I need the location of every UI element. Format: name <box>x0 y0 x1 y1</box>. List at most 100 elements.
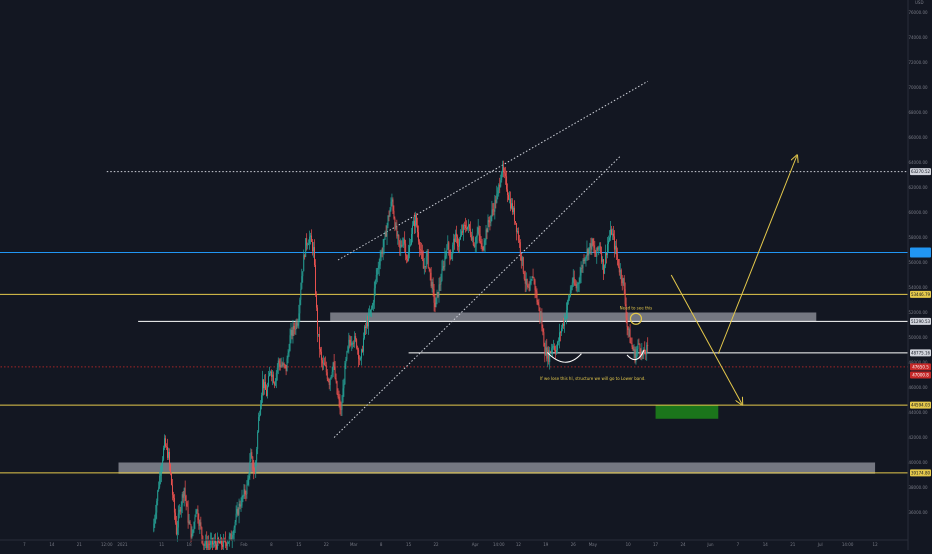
candle-body <box>388 215 390 217</box>
candle-body <box>243 489 245 496</box>
candle-body <box>459 239 461 247</box>
candle-body <box>518 240 520 243</box>
candle-body <box>238 503 240 515</box>
candle-body <box>155 512 157 519</box>
candle-body <box>463 225 464 233</box>
candle-body <box>469 228 471 235</box>
candle-body <box>178 509 180 514</box>
time-tick-label: 12 <box>516 542 522 547</box>
candle-body <box>424 266 426 268</box>
candle-body <box>204 544 206 546</box>
time-tick-label: 17 <box>653 542 659 547</box>
time-tick-label: 7 <box>23 542 26 547</box>
candle-body <box>554 346 556 350</box>
candle-body <box>156 501 158 513</box>
candle-body <box>400 244 402 249</box>
candle-body <box>295 322 297 330</box>
candle-body <box>300 288 302 300</box>
candle-body <box>421 251 423 260</box>
candle-body <box>259 414 261 417</box>
candle-body <box>327 378 329 382</box>
candle-body <box>417 232 419 242</box>
candle-body <box>246 484 248 495</box>
candle-body <box>331 371 333 376</box>
price-axis[interactable]: USD 76000.00 74000.00 72000.00 70000.00 6800… <box>907 0 932 550</box>
candle-body <box>158 487 160 491</box>
candle-body <box>605 253 607 266</box>
candle-body <box>571 282 573 288</box>
candle-body <box>213 543 215 545</box>
candle-body <box>637 343 639 349</box>
candle-body <box>281 365 283 366</box>
candle-body <box>472 237 474 246</box>
candle-body <box>268 376 269 387</box>
price-tick-label: 56000.00 <box>908 260 928 265</box>
candle-body <box>470 234 472 240</box>
candle-body <box>497 190 499 194</box>
candle-body <box>536 291 538 303</box>
time-tick-label: 15 <box>406 542 412 547</box>
time-tick-label: 12:00 <box>101 542 113 547</box>
candle-body <box>602 259 604 262</box>
time-axis[interactable]: 7 14 21 12:00 2021 11 18 25 Feb 8 15 22 Mar 8 15 22 Apr 1… <box>0 539 908 547</box>
candle-body <box>641 350 643 356</box>
candle-body <box>624 289 626 305</box>
candle-body <box>502 166 504 172</box>
price-tick-label: 66000.00 <box>908 135 928 140</box>
candle-body <box>457 236 459 247</box>
candle-body <box>332 362 334 372</box>
projection-down <box>670 274 742 404</box>
candle-body <box>170 473 172 485</box>
candle-body <box>354 336 356 344</box>
candle-body <box>255 461 257 474</box>
candle-body <box>437 291 439 297</box>
candle-body <box>419 249 421 251</box>
candle-body <box>198 520 200 526</box>
candle-body <box>359 358 361 360</box>
candle-body <box>268 372 270 377</box>
candle-body <box>199 522 201 526</box>
candle-body <box>355 336 357 340</box>
candle-body <box>226 543 228 547</box>
candle-body <box>302 271 304 277</box>
candle-body <box>487 220 489 233</box>
candle-body <box>443 266 445 267</box>
candle-body <box>195 510 197 518</box>
candle-body <box>185 495 187 504</box>
candle-body <box>366 322 368 327</box>
candle-body <box>350 342 352 346</box>
candle-body <box>288 350 290 354</box>
candle-body <box>161 466 163 474</box>
candle-body <box>405 243 407 256</box>
candle-body <box>453 238 455 245</box>
candle-body <box>363 338 364 352</box>
candle-body <box>523 272 525 279</box>
candle-body <box>570 287 572 291</box>
candle-body <box>287 353 289 359</box>
candle-body <box>495 199 497 203</box>
candle-body <box>410 244 412 246</box>
candle-body <box>250 452 252 462</box>
candle-body <box>293 325 295 330</box>
candle-body <box>567 298 569 302</box>
candle-body <box>257 432 259 450</box>
candle-body <box>240 505 242 507</box>
candle-body <box>367 313 369 327</box>
price-tag <box>910 247 931 258</box>
candle-body <box>613 236 615 250</box>
candle-body <box>619 270 621 273</box>
time-tick-label: 11 <box>159 542 165 547</box>
price-tag-label: 48775.16 <box>911 350 931 355</box>
candle-body <box>258 416 260 433</box>
candle-body <box>479 234 481 241</box>
candle-body <box>216 544 217 549</box>
price-tick-label: 46000.00 <box>908 385 928 390</box>
candle-body <box>242 495 244 497</box>
candle-body <box>312 241 314 252</box>
candle-body <box>275 372 277 381</box>
candle-body <box>465 228 467 230</box>
candle-body <box>530 280 532 284</box>
candle-body <box>640 351 642 356</box>
